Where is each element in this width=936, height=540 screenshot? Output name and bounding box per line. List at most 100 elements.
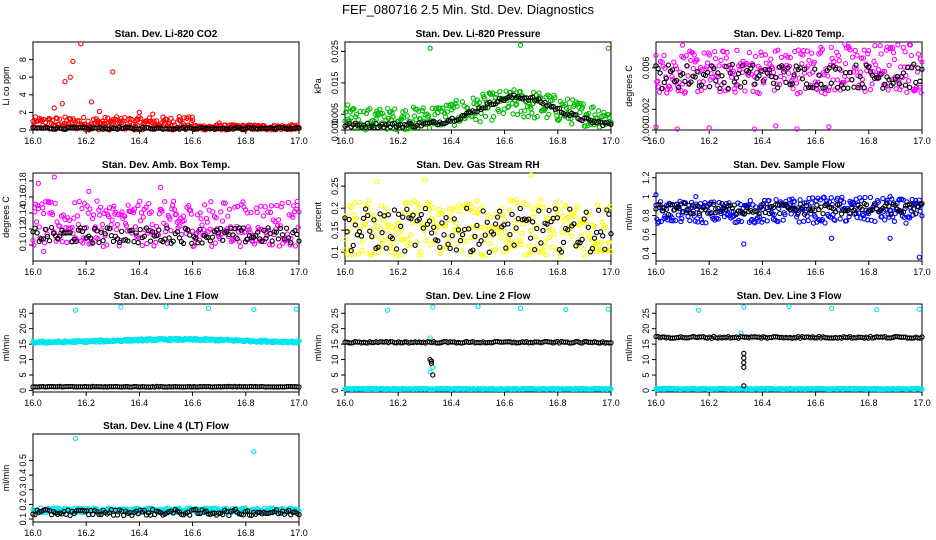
data-point <box>67 74 73 80</box>
chart-title: Stan. Dev. Li-820 Pressure <box>416 29 541 40</box>
overlay-point <box>742 210 748 217</box>
data-point <box>459 237 466 244</box>
data-point <box>498 235 504 241</box>
data-point <box>699 219 705 226</box>
y-tick-label: 15 <box>641 339 651 349</box>
data-point <box>857 69 864 75</box>
data-point <box>521 114 527 120</box>
data-point <box>877 42 883 49</box>
y-tick-label: 20 <box>641 324 651 334</box>
x-tick-label: 16.6 <box>184 267 202 277</box>
data-point <box>374 223 380 229</box>
overlay-point <box>100 237 106 244</box>
overlay-point <box>189 240 195 246</box>
x-tick-label: 16.4 <box>754 398 772 408</box>
overlay-point <box>795 210 801 216</box>
data-point <box>205 305 212 311</box>
overlay-point <box>606 340 612 346</box>
data-point <box>872 218 878 224</box>
overlay-point <box>404 206 410 212</box>
data-point <box>400 109 406 115</box>
overlay-point <box>180 240 187 247</box>
data-point <box>440 208 446 214</box>
overlay-point <box>503 245 509 251</box>
overlay-point <box>50 126 57 132</box>
overlay-point <box>435 238 441 244</box>
overlay-point <box>88 235 94 241</box>
data-point <box>139 242 146 249</box>
chart-title: Stan. Dev. Gas Stream RH <box>416 160 539 171</box>
chart-title: Stan. Dev. Sample Flow <box>733 160 845 171</box>
data-point <box>653 124 659 130</box>
overlay-point <box>389 235 396 242</box>
overlay-point <box>746 69 752 75</box>
data-point <box>427 45 433 51</box>
data-point <box>723 55 729 61</box>
overlay-point <box>365 120 371 126</box>
overlay-point <box>865 64 872 70</box>
data-point <box>232 204 238 210</box>
x-tick-label: 16.4 <box>131 136 149 146</box>
data-point <box>69 224 75 231</box>
data-point <box>254 209 260 216</box>
data-point <box>102 233 108 239</box>
data-point <box>536 90 542 96</box>
data-point <box>292 243 299 249</box>
data-point <box>678 218 684 225</box>
overlay-point <box>832 209 839 215</box>
data-point <box>809 200 815 206</box>
data-point <box>796 219 802 225</box>
y-axis-label: kPa <box>313 78 323 94</box>
overlay-point <box>886 77 892 83</box>
overlay-point <box>902 82 909 88</box>
overlay-point <box>880 85 886 91</box>
y-tick-label: 5 <box>641 373 651 378</box>
x-tick-label: 16.8 <box>237 398 255 408</box>
overlay-point <box>385 212 391 218</box>
overlay-point <box>199 240 205 246</box>
data-point <box>110 206 116 212</box>
overlay-point <box>141 507 147 513</box>
overlay-point <box>552 206 558 212</box>
data-point <box>847 47 853 53</box>
data-point <box>343 236 349 242</box>
data-point <box>804 48 810 54</box>
y-tick-label: 20 <box>18 324 28 334</box>
data-point <box>746 49 753 56</box>
data-point <box>741 304 747 310</box>
data-point <box>151 118 157 124</box>
overlay-point <box>65 229 71 236</box>
data-point <box>537 205 543 211</box>
data-point <box>832 217 838 223</box>
data-point <box>801 218 807 224</box>
data-point <box>218 209 224 215</box>
data-point <box>566 104 572 111</box>
y-tick-label: 5 <box>18 373 28 378</box>
data-point <box>788 211 794 217</box>
overlay-point <box>193 235 199 241</box>
data-point <box>531 210 538 216</box>
overlay-point <box>690 210 696 217</box>
x-tick-label: 16.6 <box>807 136 825 146</box>
data-point <box>274 202 280 209</box>
overlay-point <box>911 206 917 212</box>
data-point <box>825 73 831 79</box>
overlay-point <box>857 74 863 80</box>
overlay-point <box>913 79 919 86</box>
data-point <box>884 44 890 50</box>
data-point <box>483 252 490 259</box>
overlay-point <box>906 84 913 91</box>
overlay-point <box>137 226 143 233</box>
overlay-point <box>593 229 600 236</box>
overlay-point <box>344 229 350 235</box>
overlay-point <box>422 205 429 212</box>
overlay-point <box>90 240 96 246</box>
data-point <box>881 217 888 223</box>
overlay-point <box>494 214 501 220</box>
data-point <box>59 238 66 245</box>
data-point <box>819 216 826 223</box>
data-point <box>805 217 811 224</box>
data-point <box>265 209 271 215</box>
overlay-point <box>723 64 729 70</box>
